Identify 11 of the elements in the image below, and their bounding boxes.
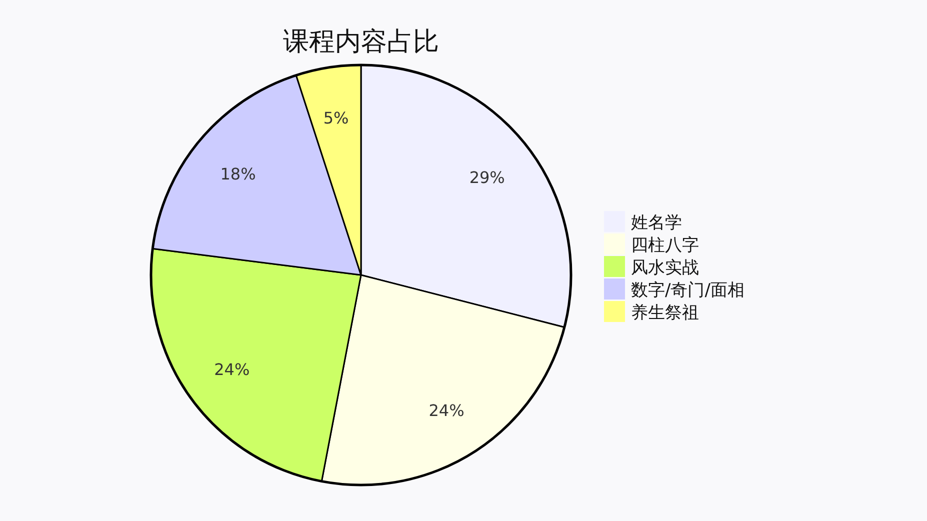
legend-label: 养生祭祖 (631, 303, 699, 323)
data-label: 29% (469, 168, 505, 188)
legend-label: 风水实战 (631, 258, 699, 278)
legend-label: 四柱八字 (631, 236, 699, 256)
slice-label: 姓名学 (631, 213, 682, 233)
data-label: 18% (220, 164, 256, 184)
chart-title: 课程内容占比 (283, 27, 439, 57)
data-label: 24% (214, 360, 250, 379)
legend-label: 数字/奇门/面相 (631, 280, 744, 300)
data-label: 5% (323, 108, 349, 128)
data-label: 24% (428, 400, 464, 420)
